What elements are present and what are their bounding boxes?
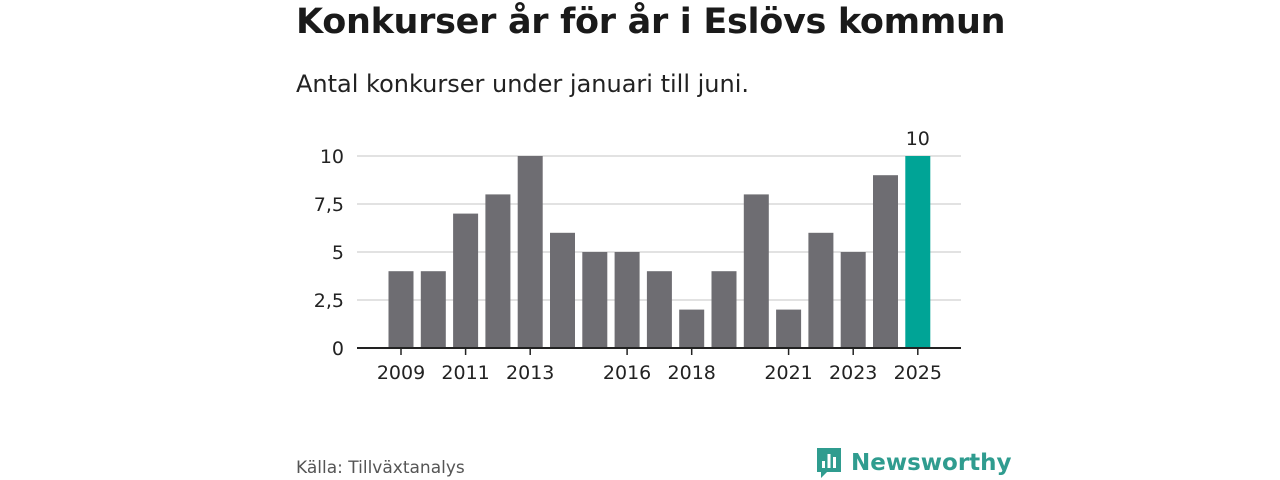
- chart-title: Konkurser år för år i Eslövs kommun: [296, 2, 1006, 42]
- x-tick-label: 2016: [603, 362, 651, 384]
- bar-2019: [711, 271, 737, 348]
- bar-2009: [388, 271, 414, 348]
- bar-2013: [517, 156, 543, 348]
- bar-2017: [646, 271, 672, 348]
- y-tick-label: 5: [332, 242, 344, 264]
- newsworthy-logo: Newsworthy: [815, 446, 1012, 480]
- x-tick-label: 2021: [764, 362, 812, 384]
- x-tick-label: 2013: [506, 362, 554, 384]
- y-tick-label: 0: [332, 338, 344, 360]
- bar-2025: [905, 156, 931, 348]
- bar-2023: [840, 252, 866, 348]
- bar-2022: [808, 232, 834, 348]
- x-axis-ticks: 2009 2011 2013 2016 2018 2021 2023 2025: [377, 348, 942, 384]
- bars: 10: [388, 128, 931, 348]
- y-axis-ticks: 0 2,5 5 7,5 10: [314, 146, 344, 360]
- newsworthy-logo-icon: [817, 448, 841, 478]
- bar-2020: [743, 194, 769, 348]
- bar-2012: [485, 194, 511, 348]
- x-tick-label: 2018: [668, 362, 716, 384]
- x-tick-label: 2011: [441, 362, 489, 384]
- data-label: 10: [906, 128, 930, 150]
- bar-2016: [614, 252, 640, 348]
- bar-2015: [582, 252, 608, 348]
- bar-2014: [550, 232, 575, 348]
- x-tick-label: 2023: [829, 362, 877, 384]
- source-note: Källa: Tillväxtanalys: [296, 458, 465, 478]
- x-tick-label: 2025: [894, 362, 942, 384]
- y-tick-label: 2,5: [314, 290, 344, 312]
- y-tick-label: 10: [320, 146, 344, 168]
- brand-name: Newsworthy: [851, 450, 1012, 476]
- y-tick-label: 7,5: [314, 194, 344, 216]
- bar-2021: [776, 309, 802, 348]
- bar-2024: [873, 175, 898, 348]
- bar-2011: [453, 213, 479, 348]
- bar-2018: [679, 309, 705, 348]
- bar-2010: [420, 271, 446, 348]
- x-tick-label: 2009: [377, 362, 425, 384]
- chart-subtitle: Antal konkurser under januari till juni.: [296, 70, 749, 98]
